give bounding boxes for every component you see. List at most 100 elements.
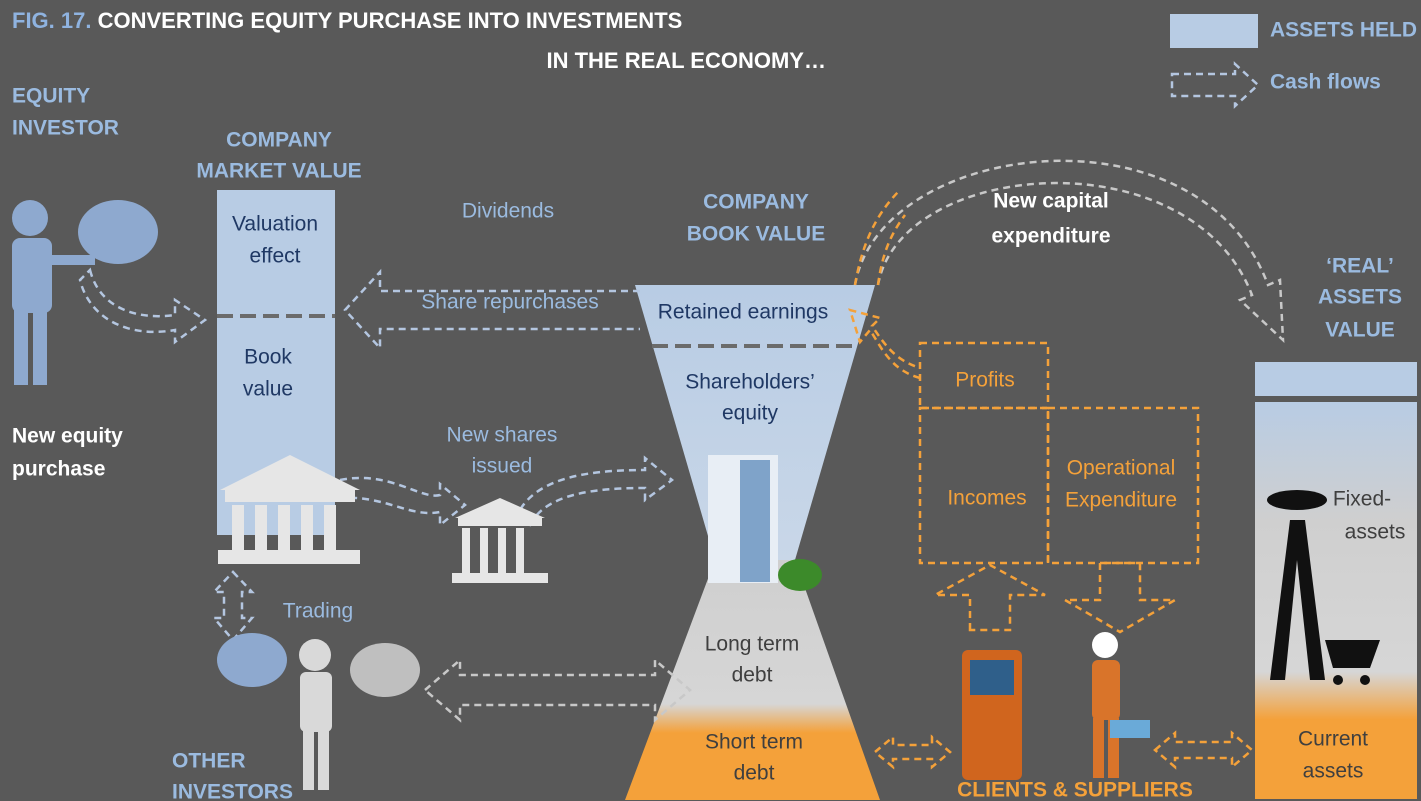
small-bank bbox=[455, 498, 545, 518]
small-bank bbox=[452, 498, 548, 583]
investor-figure bbox=[12, 238, 52, 313]
flow-arrows bbox=[425, 660, 690, 720]
other-investors bbox=[299, 639, 331, 671]
label: assets bbox=[1345, 521, 1406, 544]
label: Incomes bbox=[947, 487, 1026, 510]
label: Dividends bbox=[462, 200, 554, 223]
oil-derrick bbox=[1267, 490, 1327, 510]
fuel-pump bbox=[962, 650, 1022, 780]
small-bank bbox=[462, 528, 470, 573]
label: VALUE bbox=[1325, 319, 1395, 342]
label: Retained earnings bbox=[658, 301, 828, 324]
flow-arrows bbox=[340, 478, 465, 525]
worker bbox=[1093, 718, 1104, 778]
other-investors bbox=[303, 730, 314, 790]
bank-building bbox=[301, 505, 313, 550]
bank-building bbox=[225, 490, 355, 502]
flow-arrows bbox=[1155, 733, 1252, 767]
flow-arrows bbox=[1065, 563, 1175, 632]
label: Current bbox=[1298, 728, 1368, 751]
office-tower bbox=[740, 460, 770, 582]
label: expenditure bbox=[991, 225, 1110, 248]
oil-derrick bbox=[1360, 675, 1370, 685]
flow-arrows bbox=[855, 190, 905, 285]
bank-building bbox=[324, 505, 336, 550]
label: Profits bbox=[955, 369, 1015, 392]
label: Expenditure bbox=[1065, 489, 1177, 512]
label: COMPANY bbox=[703, 191, 809, 214]
label: INVESTOR bbox=[12, 117, 119, 140]
flow-arrows bbox=[515, 458, 672, 525]
label: issued bbox=[472, 455, 533, 478]
investor-figure bbox=[12, 200, 48, 236]
other-investors bbox=[300, 672, 332, 732]
investor-figure bbox=[12, 200, 158, 385]
flow-arrows bbox=[875, 737, 950, 767]
small-bank bbox=[480, 528, 488, 573]
label: BOOK VALUE bbox=[687, 223, 825, 246]
bank-building bbox=[278, 505, 290, 550]
title: FIG. 17. CONVERTING EQUITY PURCHASE INTO… bbox=[12, 8, 826, 73]
bank-building bbox=[218, 550, 360, 564]
label: OTHER bbox=[172, 750, 246, 773]
label: value bbox=[243, 378, 293, 401]
flow-arrows bbox=[80, 270, 205, 342]
label: ‘REAL’ bbox=[1326, 255, 1394, 278]
flow-arrows bbox=[214, 572, 252, 640]
worker bbox=[1092, 632, 1118, 658]
legend-label: Cash flows bbox=[1270, 71, 1381, 94]
title-text: IN THE REAL ECONOMY… bbox=[546, 48, 826, 73]
label: CLIENTS & SUPPLIERS bbox=[957, 779, 1193, 801]
legend-label: ASSETS HELD bbox=[1270, 19, 1417, 42]
figure-number: FIG. 17. bbox=[12, 8, 91, 33]
label: COMPANY bbox=[226, 129, 332, 152]
label: purchase bbox=[12, 458, 105, 481]
worker bbox=[1092, 660, 1120, 720]
operations-boxes bbox=[1048, 408, 1198, 563]
label: effect bbox=[250, 245, 301, 268]
label: MARKET VALUE bbox=[196, 160, 361, 183]
label: Fixed- bbox=[1333, 488, 1391, 511]
investor-figure bbox=[14, 310, 28, 385]
label: New shares bbox=[447, 424, 558, 447]
legend: ASSETS HELD Cash flows bbox=[1170, 14, 1417, 106]
real-assets-bar bbox=[1255, 362, 1417, 396]
title-line: FIG. 17. CONVERTING EQUITY PURCHASE INTO… bbox=[12, 8, 682, 33]
small-bank bbox=[498, 528, 506, 573]
label: debt bbox=[732, 664, 773, 687]
other-investors bbox=[217, 633, 420, 790]
legend-arrow bbox=[1172, 64, 1258, 106]
investor-figure bbox=[33, 310, 47, 385]
bank-building bbox=[232, 505, 244, 550]
label: Valuation bbox=[232, 213, 318, 236]
label: Trading bbox=[283, 600, 353, 623]
small-bank bbox=[452, 573, 548, 583]
label: Shareholders’ bbox=[685, 371, 815, 394]
label: New capital bbox=[993, 190, 1109, 213]
label: INVESTORS bbox=[172, 781, 293, 801]
label: debt bbox=[734, 762, 775, 785]
label: New equity bbox=[12, 425, 123, 448]
bank-building bbox=[255, 505, 267, 550]
worker bbox=[1110, 720, 1150, 738]
label: ASSETS bbox=[1318, 286, 1402, 309]
title-text: CONVERTING EQUITY PURCHASE INTO INVESTME… bbox=[98, 8, 683, 33]
small-bank bbox=[516, 528, 524, 573]
label: Long term bbox=[705, 633, 800, 656]
operations-boxes bbox=[920, 408, 1048, 563]
label: assets bbox=[1303, 760, 1364, 783]
worker bbox=[1092, 632, 1150, 778]
fuel-pump bbox=[970, 660, 1014, 695]
label: Short term bbox=[705, 731, 803, 754]
other-investors bbox=[217, 633, 287, 687]
diagram: FIG. 17. CONVERTING EQUITY PURCHASE INTO… bbox=[0, 0, 1421, 801]
other-investors bbox=[350, 643, 420, 697]
label: Book bbox=[244, 346, 292, 369]
other-investors bbox=[318, 730, 329, 790]
label: Operational bbox=[1067, 457, 1176, 480]
small-bank bbox=[458, 518, 542, 526]
office-tower bbox=[778, 559, 822, 591]
label: Share repurchases bbox=[421, 291, 598, 314]
label: EQUITY bbox=[12, 85, 90, 108]
investor-figure bbox=[45, 255, 95, 265]
